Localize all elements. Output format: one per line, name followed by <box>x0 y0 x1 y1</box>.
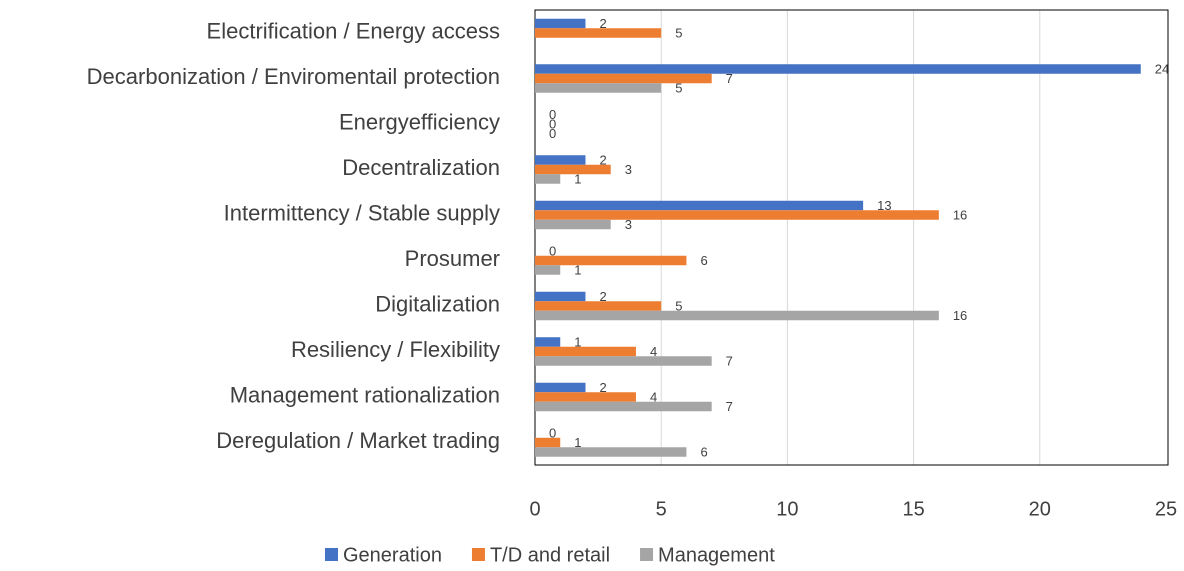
data-label: 1 <box>574 262 581 277</box>
data-label: 2 <box>599 16 606 31</box>
data-label: 0 <box>549 116 556 131</box>
legend-label: Management <box>658 544 775 566</box>
y-tick-label: Intermittency / Stable supply <box>224 201 500 226</box>
x-tick-label: 15 <box>902 498 924 520</box>
data-label: 3 <box>625 217 632 232</box>
data-label: 0 <box>549 243 556 258</box>
legend-label: T/D and retail <box>490 544 610 566</box>
bar <box>535 437 561 448</box>
bar <box>535 392 636 402</box>
data-label: 7 <box>726 71 733 86</box>
x-tick-label: 10 <box>776 498 798 520</box>
data-label: 5 <box>675 298 682 313</box>
data-label: 7 <box>726 353 733 368</box>
bar <box>535 200 864 211</box>
bar <box>535 174 561 184</box>
data-label: 4 <box>650 389 657 404</box>
bar <box>535 401 712 412</box>
bar <box>535 346 636 357</box>
data-label: 1 <box>574 435 581 450</box>
bar <box>535 219 611 230</box>
legend-swatch <box>325 548 338 561</box>
y-tick-label: Electrification / Energy access <box>207 19 500 44</box>
y-tick-label: Digitalization <box>375 292 500 317</box>
bar <box>535 164 611 175</box>
data-label: 0 <box>549 126 556 141</box>
data-label: 1 <box>574 171 581 186</box>
bar <box>535 73 712 84</box>
y-tick-label: Energyefficiency <box>339 110 500 135</box>
data-label: 6 <box>700 253 707 268</box>
bar <box>535 356 712 366</box>
y-tick-label: Resiliency / Flexibility <box>291 337 500 362</box>
x-tick-label: 25 <box>1155 498 1177 520</box>
data-label: 6 <box>700 444 707 459</box>
data-label: 16 <box>953 207 967 222</box>
data-label: 2 <box>599 380 606 395</box>
bar <box>535 64 1141 74</box>
x-tick-label: 5 <box>656 498 667 520</box>
x-tick-label: 0 <box>529 498 540 520</box>
bar <box>535 255 687 266</box>
bar <box>535 310 939 321</box>
data-label: 1 <box>574 334 581 349</box>
data-label: 13 <box>877 198 891 213</box>
data-label: 3 <box>625 162 632 177</box>
bar <box>535 210 939 220</box>
data-label: 4 <box>650 344 657 359</box>
legend-swatch <box>640 548 654 561</box>
data-label: 0 <box>549 107 556 122</box>
legend-label: Generation <box>343 544 442 566</box>
legend-swatch <box>471 548 485 561</box>
bar <box>535 291 586 302</box>
data-label: 5 <box>675 80 682 95</box>
data-label: 5 <box>675 25 682 40</box>
y-tick-label: Prosumer <box>405 246 500 271</box>
y-tick-label: Deregulation / Market trading <box>216 428 500 453</box>
bar <box>535 301 662 311</box>
y-tick-label: Decentralization <box>342 155 500 180</box>
data-label: 0 <box>549 425 556 440</box>
bar <box>535 155 586 165</box>
bar <box>535 28 662 38</box>
bar <box>535 382 586 393</box>
plot-border <box>534 9 1169 466</box>
data-label: 16 <box>953 308 967 323</box>
y-tick-label: Management rationalization <box>230 383 500 408</box>
bar <box>535 447 687 457</box>
data-label: 2 <box>599 289 606 304</box>
bar <box>535 265 561 275</box>
bar <box>535 83 662 93</box>
data-label: 7 <box>726 399 733 414</box>
bar <box>535 337 561 347</box>
bar <box>535 18 586 29</box>
y-tick-label: Decarbonization / Enviromentail protecti… <box>87 64 500 89</box>
data-label: 2 <box>599 152 606 167</box>
x-tick-label: 20 <box>1029 498 1051 520</box>
data-label: 24 <box>1155 61 1169 76</box>
